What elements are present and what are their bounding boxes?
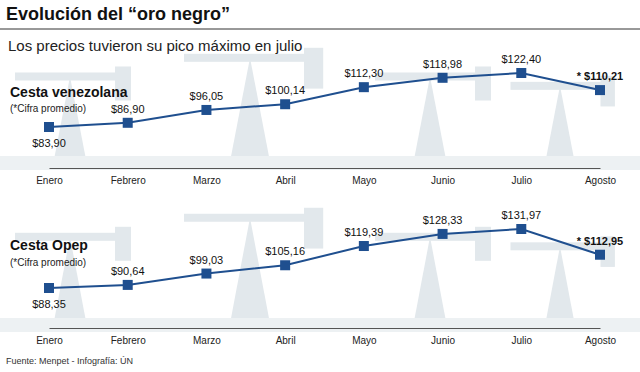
x-tick-label: Mayo [352,175,377,186]
x-tick: Mayo [352,168,377,186]
data-line [49,229,600,288]
subtitle: Los precios tuvieron su pico máximo en j… [8,37,302,54]
pumpjack-head [475,67,491,101]
data-label: $131,97 [501,209,541,221]
data-marker [595,250,605,260]
data-label: $88,35 [32,298,66,310]
data-label: $90,64 [111,265,145,277]
x-tick: Enero [36,168,63,186]
pumpjack-tower [412,237,448,332]
data-marker [516,224,526,234]
data-line [49,73,600,127]
x-tick: Abril [276,168,296,186]
x-tick-label: Febrero [111,335,146,346]
data-marker [123,280,133,290]
x-axis: Enero Febrero Marzo Abril Mayo Junio Julio Agos… [36,328,616,346]
x-tick-label: Marzo [193,335,221,346]
data-label: $119,39 [344,226,383,238]
x-tick: Abril [276,328,296,346]
data-label: * $112,95 [577,235,624,247]
background-decoration [0,48,640,332]
pumpjack-beam [184,54,316,62]
chart-subtitle: (*Cifra promedio) [10,257,86,268]
x-tick-label: Abril [276,335,296,346]
plot-area [44,68,605,132]
data-labels: $83,90 $86,90 $96,05 $100,14 $112,30 $118,98 $… [32,53,623,149]
data-label: $99,03 [190,254,224,266]
pumpjack-beam [15,73,125,81]
data-marker [280,99,290,109]
x-tick-label: Julio [511,175,532,186]
x-tick: Junio [431,328,455,346]
chart-title: Cesta venezolana [10,84,128,100]
chart-1: Cesta Opep (*Cifra promedio) Enero Febrero M… [10,209,623,346]
pumpjack-beam [184,214,316,222]
title: Evolución del “oro negro” [6,4,230,24]
x-tick-label: Julio [511,335,532,346]
x-tick: Marzo [193,168,221,186]
x-tick: Mayo [352,328,377,346]
data-label: $105,16 [265,245,305,257]
data-marker [123,118,133,128]
pumpjack-tower [412,77,448,171]
x-tick: Julio [511,328,532,346]
ground-band [0,318,640,332]
x-tick-label: Junio [431,175,455,186]
x-tick-label: Mayo [352,335,377,346]
data-label: $86,90 [111,103,145,115]
data-label: $83,90 [32,137,66,149]
x-tick-label: Junio [431,335,455,346]
x-tick-label: Enero [36,175,63,186]
pumpjack-head [304,208,323,249]
pumpjack-head [115,227,131,261]
x-tick: Febrero [111,328,146,346]
x-tick-label: Agosto [585,175,617,186]
data-marker [44,122,54,132]
x-tick: Febrero [111,168,146,186]
x-tick-label: Agosto [585,335,617,346]
chart-subtitle: (*Cifra promedio) [10,103,86,114]
pumpjack-tower [228,58,271,170]
data-marker [280,260,290,270]
data-marker [201,269,211,279]
data-marker [201,105,211,115]
data-label: $118,98 [423,58,462,70]
x-axis-line [50,168,601,169]
pumpjack-tower [228,218,271,332]
data-marker [44,283,54,293]
data-marker [438,229,448,239]
x-axis-line [50,328,601,329]
data-marker [595,85,605,95]
chart-title: Cesta Opep [10,237,88,253]
plot-area [44,224,605,293]
data-label: $96,05 [190,90,224,102]
data-marker [359,241,369,251]
data-label: $122,40 [501,53,541,65]
data-label: $100,14 [265,84,305,96]
x-axis: Enero Febrero Marzo Abril Mayo Junio Julio Agos… [36,168,616,186]
x-tick: Enero [36,328,63,346]
data-marker [359,82,369,92]
data-marker [516,68,526,78]
x-tick: Junio [431,168,455,186]
x-tick: Julio [511,168,532,186]
x-tick: Agosto [585,328,617,346]
x-tick: Agosto [585,168,617,186]
x-tick-label: Enero [36,335,63,346]
ground-band [0,156,640,170]
chart-canvas: Evolución del “oro negro” Los precios tuv… [0,0,640,372]
x-tick-label: Abril [276,175,296,186]
data-label: $112,30 [344,67,383,79]
data-labels: $88,35 $90,64 $99,03 $105,16 $119,39 $128,33 $… [32,209,623,310]
x-tick-label: Febrero [111,175,146,186]
pumpjack-head [304,48,323,89]
source: Fuente: Menpet - Infografía: ÚN [6,356,133,366]
data-marker [438,73,448,83]
x-tick: Marzo [193,328,221,346]
title-rule [0,29,640,30]
chart-0: Cesta venezolana (*Cifra promedio) Enero Fe… [10,53,623,186]
data-label: $128,33 [423,214,463,226]
data-label: * $110,21 [577,70,624,82]
x-tick-label: Marzo [193,175,221,186]
